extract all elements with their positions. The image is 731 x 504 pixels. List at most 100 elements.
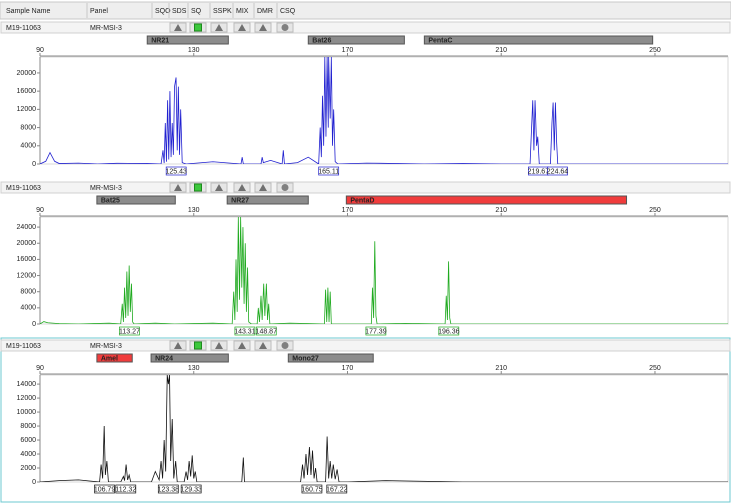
marker-name: Amel [101,355,118,362]
panel-name: MR-MSI-3 [90,343,122,350]
peak-label-box [438,326,460,336]
header-bar [0,1,731,20]
x-tick-label: 210 [495,207,507,214]
peak-label-box [115,484,137,494]
marker-bin [96,353,133,363]
peak-label: 125.43 [165,168,187,175]
y-tick-label: 14000 [17,381,37,388]
peak-label-box [119,326,140,336]
peak-label: 143.31 [234,328,256,335]
y-tick-label: 16000 [17,256,37,263]
y-tick-label: 12000 [17,395,37,402]
panel-name: MR-MSI-3 [90,25,122,32]
peak-label-box [365,326,387,336]
peak-label: 129.33 [180,486,202,493]
y-tick-label: 16000 [17,88,37,95]
y-tick-label: 4000 [20,143,36,150]
trace [40,56,728,164]
y-tick-label: 0 [32,479,36,486]
y-tick-label: 0 [32,321,36,328]
y-tick-label: 8000 [20,423,36,430]
peak-label: 224.64 [547,168,569,175]
flag-triangle [259,342,267,349]
x-tick-label: 130 [188,47,200,54]
x-tick-label: 250 [649,207,661,214]
x-tick-label: 170 [342,365,354,372]
peak-label: 177.39 [365,328,387,335]
marker-name: Bat25 [101,197,120,204]
y-tick-label: 8000 [20,124,36,131]
column-header: SQO [155,8,171,15]
flag-pass [194,23,202,32]
panel-name: MR-MSI-3 [90,185,122,192]
flag-pass [194,183,202,192]
peak-label: 219.67 [528,168,550,175]
marker-name: PentaD [350,197,374,204]
y-tick-label: 10000 [17,409,37,416]
trace [40,374,728,482]
marker-bin [150,353,229,363]
x-tick-label: 90 [36,365,44,372]
marker-name: Mono27 [292,355,319,362]
peak-label-box [157,484,179,494]
marker-name: NR24 [155,355,173,362]
peak-label: 167.22 [326,486,348,493]
sample-row [0,181,731,194]
sample-name: M19-11063 [6,25,41,32]
column-header: SDS [172,8,187,15]
marker-bin [307,35,405,45]
peak-label-box [255,326,277,336]
peak-label: 106.79 [94,486,116,493]
y-tick-label: 12000 [17,272,37,279]
flag-triangle [174,184,182,191]
flag-circle [281,184,289,191]
peak-label-box [165,166,187,176]
peak-label: 113.27 [119,328,140,335]
column-header: DMR [257,8,273,15]
selected-frame [0,337,731,503]
x-tick-label: 250 [649,47,661,54]
marker-bin [226,195,309,205]
sample-row [0,339,731,352]
flag-triangle [215,24,223,31]
column-header: SSPK [213,8,232,15]
y-tick-label: 2000 [20,465,36,472]
marker-name: Bat26 [312,37,331,44]
y-tick-label: 4000 [20,305,36,312]
x-tick-label: 130 [188,207,200,214]
flag-triangle [238,24,246,31]
flag-triangle [238,184,246,191]
y-tick-label: 8000 [20,289,36,296]
flag-triangle [259,184,267,191]
marker-bin [96,195,176,205]
marker-bin [287,353,374,363]
column-header: MIX [236,8,249,15]
y-tick-label: 24000 [17,224,37,231]
column-header: Panel [90,8,108,15]
marker-name: NR27 [231,197,249,204]
flag-circle [281,342,289,349]
x-tick-label: 170 [342,207,354,214]
flag-triangle [238,342,246,349]
peak-label-box [326,484,348,494]
peak-label-box [234,326,256,336]
x-tick-label: 170 [342,47,354,54]
peak-label: 148.87 [256,328,278,335]
flag-triangle [215,342,223,349]
y-tick-label: 6000 [20,437,36,444]
peak-label-box [94,484,115,494]
peak-label: 160.75 [301,486,323,493]
sample-name: M19-11063 [6,343,41,350]
y-tick-label: 20000 [17,70,37,77]
flag-triangle [259,24,267,31]
y-tick-label: 12000 [17,106,37,113]
marker-name: PentaC [428,37,452,44]
y-tick-label: 4000 [20,451,36,458]
x-tick-label: 250 [649,365,661,372]
peak-label-box [180,484,202,494]
x-tick-label: 90 [36,207,44,214]
column-header: Sample Name [6,8,50,15]
peak-label-box [301,484,323,494]
